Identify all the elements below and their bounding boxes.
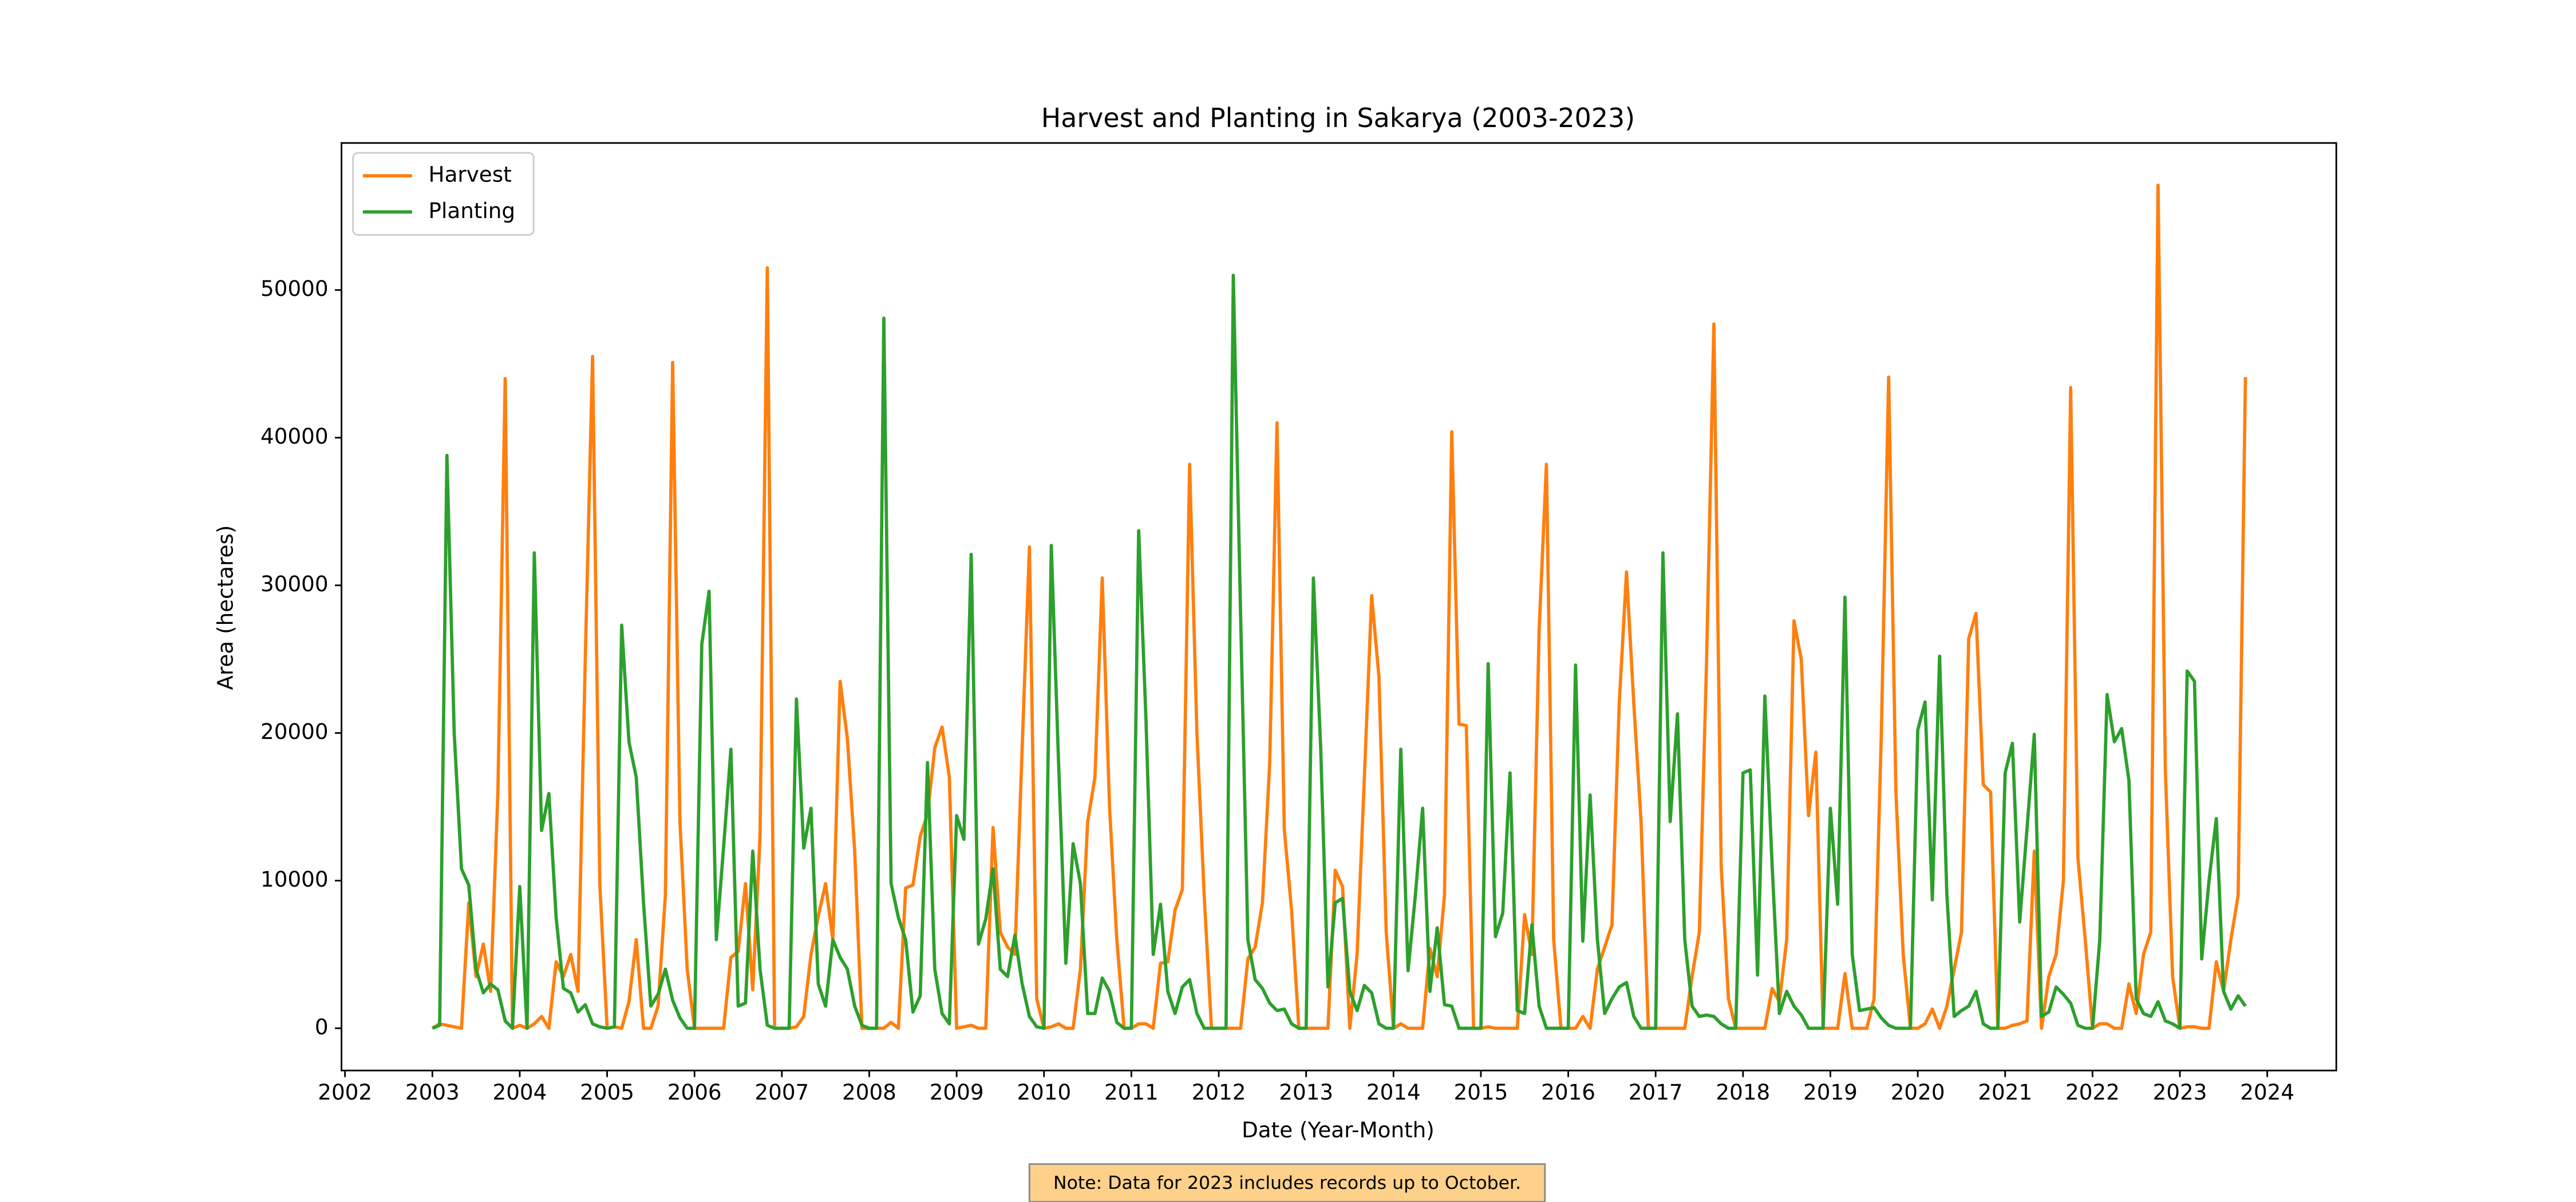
- x-tick-label: 2014: [1366, 1080, 1421, 1105]
- note-box: [1028, 1163, 1546, 1202]
- x-tick-label: 2022: [2065, 1080, 2120, 1105]
- x-tick-label: 2021: [1978, 1080, 2032, 1105]
- x-tick-label: 2012: [1192, 1080, 1246, 1105]
- axes-frame: [341, 142, 2337, 1071]
- x-tick-label: 2015: [1454, 1080, 1508, 1105]
- y-tick-label: 10000: [260, 867, 329, 892]
- x-tick-label: 2006: [667, 1080, 722, 1105]
- x-tick-label: 2018: [1716, 1080, 1770, 1105]
- y-tick-label: 0: [315, 1014, 329, 1039]
- legend-label: Harvest: [429, 162, 512, 187]
- x-tick-label: 2007: [754, 1080, 809, 1105]
- x-axis-label: Date (Year-Month): [1242, 1117, 1435, 1142]
- x-tick-label: 2008: [842, 1080, 896, 1105]
- chart-title: Harvest and Planting in Sakarya (2003-20…: [1041, 102, 1635, 133]
- x-tick-label: 2017: [1629, 1080, 1683, 1105]
- x-tick-label: 2009: [930, 1080, 984, 1105]
- x-tick-label: 2019: [1803, 1080, 1858, 1105]
- y-tick-label: 20000: [260, 719, 329, 744]
- line-series: [432, 274, 2247, 1030]
- x-tick-label: 2024: [2240, 1080, 2294, 1105]
- y-tick-label: 50000: [260, 276, 329, 301]
- y-tick-label: 40000: [260, 424, 329, 449]
- x-tick-label: 2010: [1017, 1080, 1071, 1105]
- x-tick-label: 2013: [1279, 1080, 1333, 1105]
- note: Note: Data for 2023 includes records up …: [1053, 1173, 1521, 1193]
- y-axis-label: Area (hectares): [212, 525, 238, 690]
- legend-label: Planting: [429, 198, 516, 223]
- x-tick-label: 2020: [1891, 1080, 1945, 1105]
- legend-box: [352, 152, 535, 236]
- x-tick-label: 2004: [493, 1080, 547, 1105]
- line-series: [431, 183, 2247, 1030]
- figure: Harvest and Planting in Sakarya (2003-20…: [212, 102, 2337, 1202]
- x-tick-label: 2002: [318, 1080, 372, 1105]
- x-tick-label: 2011: [1104, 1080, 1159, 1105]
- x-tick-label: 2023: [2153, 1080, 2207, 1105]
- x-tick-label: 2005: [580, 1080, 634, 1105]
- x-tick-label: 2016: [1541, 1080, 1595, 1105]
- x-tick-label: 2003: [405, 1080, 460, 1105]
- y-tick-label: 30000: [260, 571, 329, 596]
